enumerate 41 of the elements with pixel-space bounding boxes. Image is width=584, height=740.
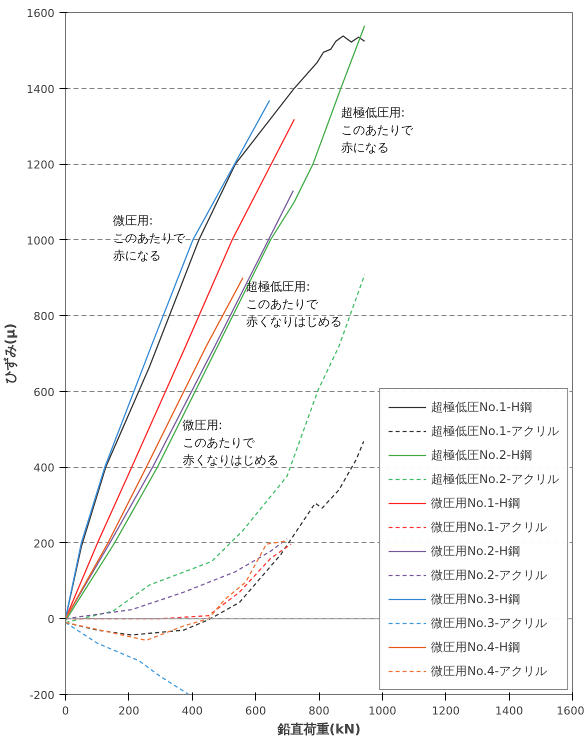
y-axis-title: ひずみ(μ): [2, 323, 19, 384]
x-tick-label: 1000: [368, 704, 396, 718]
legend-label: 超極低圧No.2-アクリル: [431, 470, 559, 488]
y-tick-label: 0: [48, 613, 54, 626]
legend-label: 微圧用No.2-H鋼: [431, 542, 520, 560]
y-tick-label: 1600: [26, 7, 55, 20]
legend-label: 微圧用No.3-H鋼: [431, 590, 520, 608]
y-tick-label: 200: [34, 537, 55, 550]
legend-label: 微圧用No.4-H鋼: [431, 638, 520, 656]
line-series: [66, 274, 366, 624]
legend-label: 微圧用No.1-H鋼: [431, 494, 520, 512]
y-tick-label: -200: [30, 689, 55, 702]
y-tick-label: 1400: [26, 82, 55, 96]
x-tick-label: 600: [245, 704, 266, 718]
x-tick-label: 1200: [432, 704, 460, 718]
y-tick-label: 600: [34, 386, 55, 399]
annotation: 超極低圧用:このあたりで赤くなりはじめる: [246, 280, 342, 329]
y-tick-label: 800: [34, 310, 55, 324]
x-axis-title: 鉛直荷重(kN): [276, 722, 361, 738]
line-series: [66, 622, 190, 694]
legend-label: 超極低圧No.1-H鋼: [431, 398, 532, 416]
legend-label: 微圧用No.1-アクリル: [431, 518, 547, 536]
legend-label: 微圧用No.4-アクリル: [431, 662, 547, 680]
annotation: 超極低圧用:このあたりで赤になる: [340, 106, 414, 155]
legend-label: 微圧用No.2-アクリル: [431, 566, 547, 584]
x-tick-label: 200: [118, 704, 140, 718]
annotation: 微圧用:このあたりで赤になる: [113, 213, 186, 262]
x-tick-label: 0: [62, 704, 69, 718]
legend-label: 超極低圧No.1-アクリル: [431, 422, 559, 440]
legend-label: 超極低圧No.2-H鋼: [431, 446, 532, 464]
x-tick-label: 1600: [556, 704, 584, 718]
y-tick-label: 1000: [26, 234, 55, 248]
x-tick-label: 800: [308, 704, 330, 718]
legend-label: 微圧用No.3-アクリル: [431, 614, 547, 632]
x-tick-label: 1400: [495, 704, 524, 718]
y-tick-label: 1200: [26, 158, 55, 172]
annotation: 微圧用:このあたりで赤くなりはじめる: [182, 418, 278, 467]
line-series: [66, 277, 244, 620]
y-tick-label: 400: [34, 462, 55, 475]
x-tick-label: 400: [182, 704, 203, 718]
line-series: [66, 540, 288, 641]
